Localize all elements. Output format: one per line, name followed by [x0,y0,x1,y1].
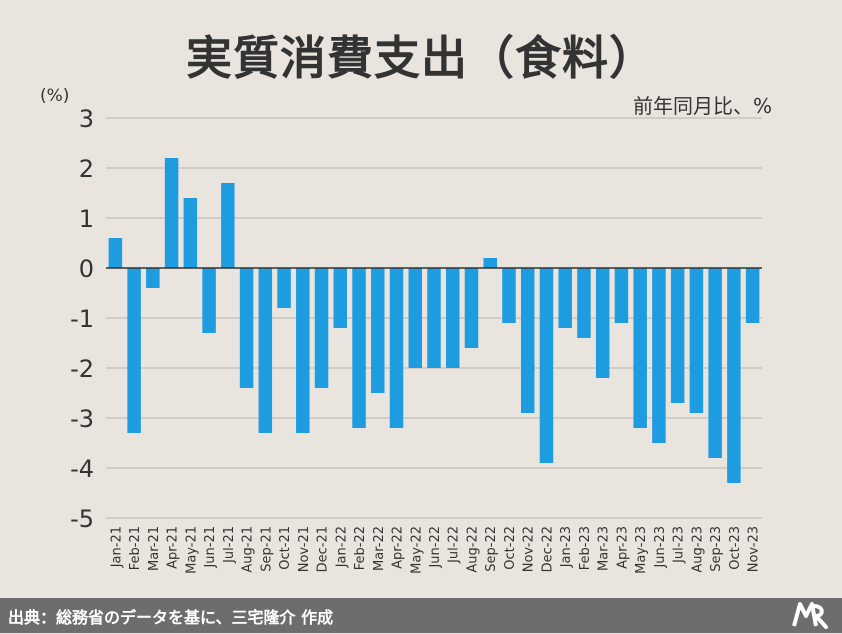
bar [745,268,760,323]
bar [520,268,535,413]
x-tick-label: Sep-21 [259,526,274,572]
bar [371,268,385,393]
x-tick-label: Feb-21 [128,526,143,570]
chart-title: 実質消費支出（食料） [186,31,656,85]
bar [577,268,591,338]
x-tick-label: Mar-22 [372,526,387,571]
x-tick-labels: Jan-21 Feb-21 Mar-21 Apr-21 May-21 Jun-21 Jul-… [109,526,761,574]
x-tick-label: Jun-23 [653,526,668,569]
bar [333,268,348,328]
x-tick-label: Jan-22 [334,526,349,568]
x-tick-label: Aug-22 [465,526,480,573]
x-tick-label: Aug-21 [241,526,256,573]
x-tick-label: Jul-22 [447,526,462,564]
y-tick-label: 1 [79,205,94,233]
bar [314,268,329,388]
bar [389,268,404,428]
bar [127,268,141,433]
y-tick-label: 2 [79,155,94,183]
bar [670,268,685,403]
bar [595,268,610,378]
y-tick-label: 0 [79,255,94,283]
x-tick-label: Oct-22 [503,526,518,570]
bar [464,268,479,348]
bar [558,268,572,328]
logo-icon [790,600,830,634]
x-tick-label: Mar-23 [597,526,612,571]
bar [614,268,629,323]
x-tick-label: Sep-23 [709,526,724,572]
x-tick-label: Dec-21 [316,526,331,572]
bar [202,268,216,333]
y-tick-label: -3 [70,405,94,433]
x-tick-label: Apr-23 [615,526,630,569]
bar [727,268,741,483]
y-axis-unit-label: (%) [40,86,70,106]
bar [221,183,235,268]
y-tick-label: -1 [70,305,94,333]
bar [539,268,554,463]
x-tick-label: Jul-23 [672,526,687,564]
bar [183,198,198,268]
x-tick-label: Nov-22 [522,526,537,572]
bar [652,268,666,443]
x-tick-label: May-21 [184,526,199,574]
x-tick-label: Aug-23 [690,526,705,573]
x-tick-label: Jan-23 [559,526,574,568]
x-tick-label: Oct-23 [728,526,743,570]
bar [408,268,423,368]
x-tick-label: May-23 [634,526,649,574]
x-tick-label: Apr-21 [166,526,181,569]
x-tick-label: Nov-21 [297,526,312,572]
bar [689,268,704,413]
y-tick-label: -5 [70,505,94,533]
y-tick-label: -2 [70,355,94,383]
bar [277,268,291,308]
footer-bar: 出典：総務省のデータを基に、三宅隆介 作成 [0,598,842,633]
x-tick-label: Dec-22 [540,526,555,572]
x-tick-label: May-22 [409,526,424,574]
bars [108,158,760,483]
x-tick-label: Jun-22 [428,526,443,569]
source-note: 出典：総務省のデータを基に、三宅隆介 作成 [8,608,334,627]
bar [258,268,273,433]
bar [445,268,460,368]
x-tick-label: Sep-22 [484,526,499,572]
bar [239,268,254,388]
x-tick-label: Jan-21 [109,526,124,568]
y-tick-labels: 3 2 1 0 -1 -2 -3 -4 -5 [70,105,94,533]
x-tick-label: Nov-23 [747,526,762,572]
x-tick-label: Jun-21 [203,526,218,569]
bar [296,268,310,433]
bar [502,268,516,323]
x-tick-label: Oct-21 [278,526,293,570]
bar [483,258,497,268]
bar [427,268,441,368]
x-tick-label: Mar-21 [147,526,162,571]
x-tick-label: Feb-22 [353,526,368,570]
bar [164,158,179,268]
chart-subtitle: 前年同月比、% [632,94,772,118]
x-tick-label: Feb-23 [578,526,593,570]
bar [146,268,160,288]
x-tick-label: Jul-21 [222,526,237,564]
bar [352,268,366,428]
bar [708,268,722,458]
bar [633,268,647,428]
y-tick-label: -4 [70,455,94,483]
x-tick-label: Apr-22 [391,526,406,569]
y-tick-label: 3 [79,105,94,133]
bar [108,238,123,268]
